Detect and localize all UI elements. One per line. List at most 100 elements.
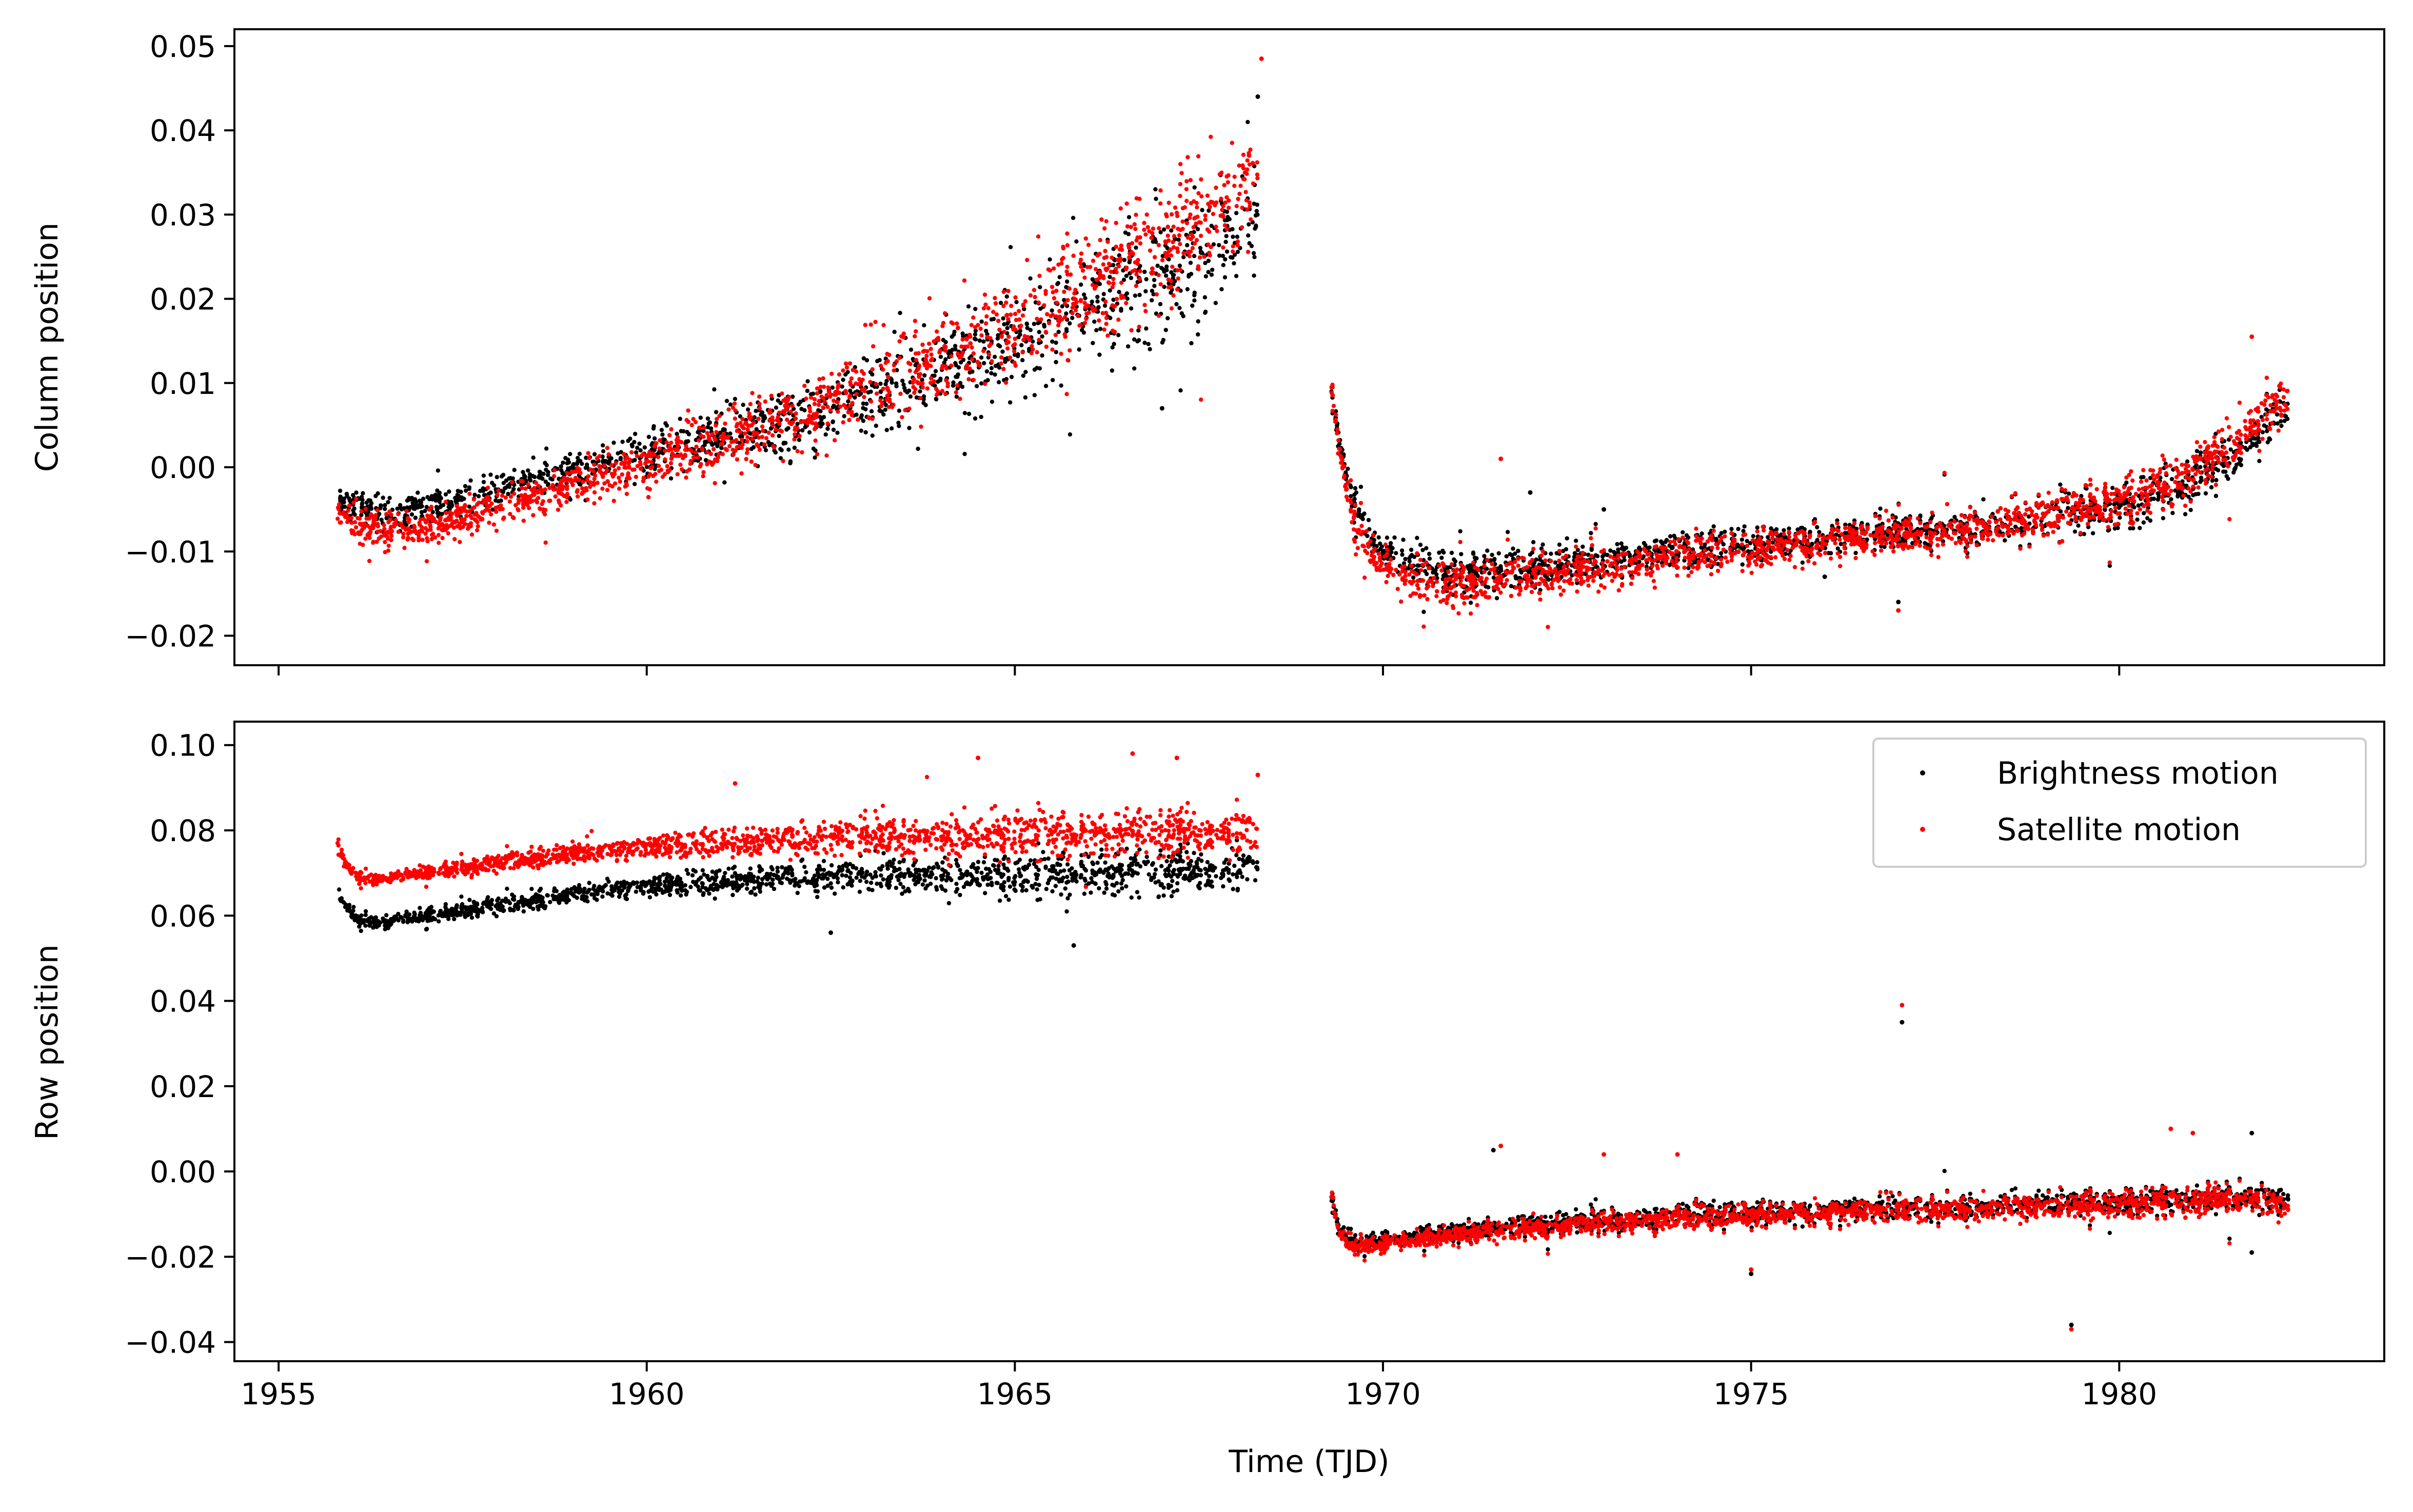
data-point (1076, 313, 1080, 319)
data-point (1471, 588, 1476, 593)
data-point (754, 427, 759, 431)
data-point (840, 384, 844, 389)
data-point (935, 329, 939, 334)
data-point (748, 402, 753, 406)
data-point (1012, 349, 1017, 354)
data-point (1085, 265, 1090, 269)
data-point (365, 523, 370, 528)
data-point (440, 535, 445, 541)
data-point (2124, 480, 2129, 485)
data-point (891, 403, 896, 407)
data-point (720, 442, 725, 447)
data-point (1151, 292, 1156, 296)
data-point (724, 448, 729, 452)
data-point (1580, 544, 1585, 549)
data-point (1148, 347, 1152, 351)
data-point (386, 543, 391, 548)
data-point (1037, 337, 1041, 342)
data-point (405, 537, 410, 542)
data-point (1146, 342, 1151, 346)
data-point (750, 436, 755, 442)
data-point (1189, 201, 1194, 206)
data-point (675, 431, 679, 436)
data-point (684, 417, 689, 423)
data-point (490, 481, 495, 485)
data-point (1004, 313, 1009, 318)
data-point (1047, 257, 1052, 262)
data-point (1061, 246, 1066, 251)
data-point (1083, 236, 1088, 241)
data-point (914, 357, 919, 363)
data-point (698, 433, 703, 438)
data-point (520, 479, 525, 484)
data-point (768, 410, 773, 415)
data-point (1040, 334, 1044, 339)
data-point (1002, 322, 1006, 327)
data-point (913, 387, 918, 391)
data-point (541, 471, 546, 476)
data-point (992, 316, 996, 322)
data-point (1031, 347, 1035, 352)
data-point (1177, 306, 1182, 310)
data-point (1686, 573, 1691, 578)
data-point (955, 321, 959, 326)
data-point (1203, 274, 1209, 278)
data-point (537, 469, 542, 474)
data-point (528, 478, 533, 483)
data-point (1112, 342, 1116, 346)
data-point (521, 501, 526, 505)
data-point (2203, 440, 2207, 445)
data-point (1227, 217, 1232, 222)
data-point (379, 518, 384, 522)
data-point (716, 455, 721, 460)
data-point (1023, 395, 1028, 400)
data-point (1190, 246, 1195, 250)
data-point (543, 540, 548, 545)
data-point (956, 365, 961, 370)
data-point (1531, 547, 1536, 551)
data-point (1215, 229, 1219, 233)
data-point (2148, 475, 2153, 481)
data-point (634, 474, 639, 479)
data-point (493, 505, 498, 510)
data-point (355, 516, 360, 521)
data-point (1116, 317, 1121, 322)
data-point (832, 392, 837, 397)
data-point (425, 528, 430, 533)
data-point (2124, 475, 2129, 480)
data-point (861, 401, 866, 406)
data-point (812, 416, 816, 421)
data-point (2110, 486, 2115, 490)
data-point (1529, 590, 1534, 594)
data-point (901, 382, 906, 387)
data-point (845, 370, 850, 374)
data-point (1024, 322, 1030, 326)
data-point (815, 386, 820, 391)
data-point (641, 475, 646, 480)
data-point (2275, 421, 2280, 426)
data-point (576, 494, 580, 499)
data-point (851, 368, 856, 372)
data-point (487, 504, 492, 508)
data-point (900, 415, 904, 420)
data-point (1627, 552, 1632, 558)
data-point (868, 389, 873, 394)
data-point (917, 374, 921, 379)
data-point (1104, 315, 1109, 321)
data-point (841, 368, 845, 373)
data-point (1103, 310, 1109, 315)
data-point (1244, 198, 1249, 203)
data-point (805, 379, 810, 384)
data-point (1629, 582, 1634, 586)
data-point (1599, 583, 1604, 588)
data-point (878, 389, 883, 394)
data-point (507, 499, 512, 504)
data-point (1119, 295, 1124, 300)
data-point (1184, 198, 1189, 203)
data-point (2123, 506, 2128, 511)
data-point (1091, 258, 1096, 263)
data-point (670, 451, 675, 456)
data-point (433, 498, 438, 503)
data-point (900, 379, 905, 383)
